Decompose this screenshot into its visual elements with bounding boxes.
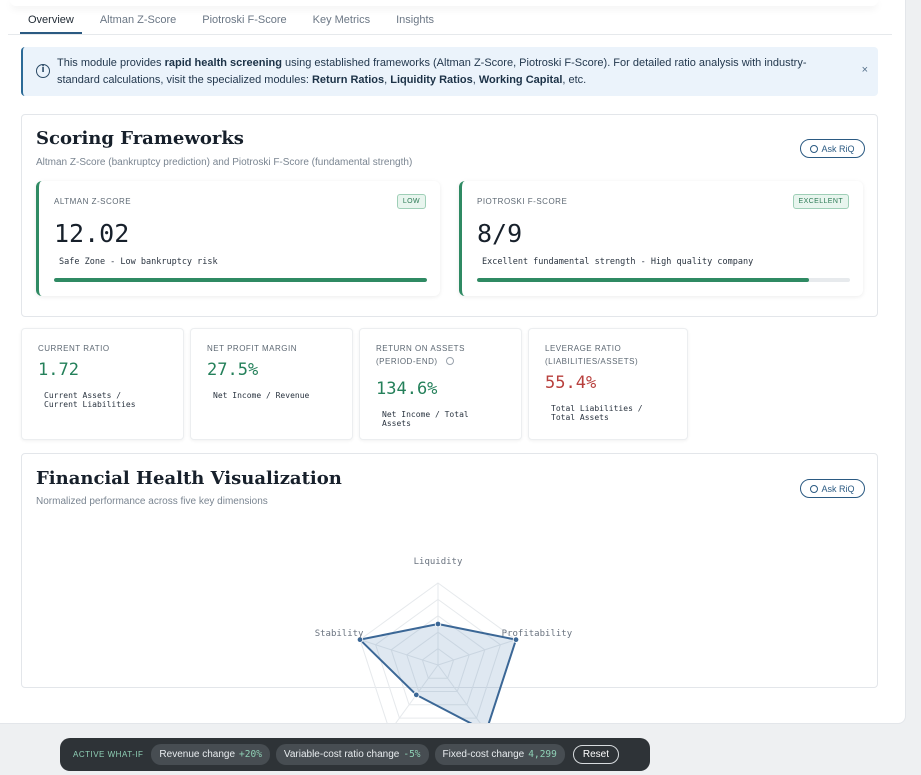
radar-chart: LiquidityProfitabilityEfficiencyLeverage…	[315, 557, 573, 723]
scoring-title: Scoring Frameworks	[36, 128, 244, 149]
metric-value: 1.72	[38, 360, 79, 380]
metric-value: 55.4%	[545, 373, 597, 393]
altman-label: ALTMAN Z-SCORE	[54, 197, 132, 206]
chip-value: 4,299	[528, 749, 557, 760]
header-shadow	[10, 0, 878, 6]
radar-grid-ring	[421, 647, 455, 679]
metric-description: Total Liabilities / Total Assets	[551, 404, 643, 422]
radar-grid	[359, 582, 517, 723]
info-text-part: , etc.	[562, 74, 587, 86]
ask-riq-button[interactable]: Ask RiQ	[800, 479, 865, 498]
metric-value: 134.6%	[376, 379, 438, 399]
chip-name: Variable-cost ratio change	[283, 749, 400, 760]
metric-net-profit-margin: NET PROFIT MARGIN 27.5% Net Income / Rev…	[190, 328, 353, 440]
radar-axis-labels: LiquidityProfitabilityEfficiencyLeverage…	[315, 557, 573, 639]
info-text-part: using established frameworks (Altman Z-S…	[57, 57, 807, 86]
reset-button[interactable]: Reset	[572, 745, 619, 764]
piotroski-progress-track	[477, 278, 850, 282]
chip-variable-cost-ratio-change[interactable]: Variable-cost ratio change -5%	[275, 744, 429, 765]
clock-icon	[810, 144, 819, 153]
ask-riq-button[interactable]: Ask RiQ	[800, 139, 865, 158]
info-text-part: ,	[384, 74, 391, 86]
radar-grid-ring	[406, 631, 470, 693]
metric-label: NET PROFIT MARGIN	[207, 344, 297, 353]
chip-value: +20%	[239, 749, 262, 760]
tab-key-metrics[interactable]: Key Metrics	[312, 14, 371, 26]
close-icon[interactable]: ×	[861, 64, 868, 76]
info-text: This module provides rapid health screen…	[57, 55, 847, 89]
tab-bar: Overview Altman Z-Score Piotroski F-Scor…	[20, 8, 452, 34]
what-if-label: ACTIVE WHAT-IF	[73, 750, 144, 759]
metric-description: Current Assets / Current Liabilities	[44, 391, 136, 409]
tab-divider	[8, 34, 892, 35]
altman-value: 12.02	[54, 219, 130, 248]
metric-label: LEVERAGE RATIO (LIABILITIES/ASSETS)	[545, 344, 639, 366]
altman-score-card: ALTMAN Z-SCORE LOW 12.02 Safe Zone - Low…	[36, 181, 440, 296]
piotroski-score-card: PIOTROSKI F-SCORE EXCELLENT 8/9 Excellen…	[459, 181, 863, 296]
radar-spoke	[395, 664, 439, 723]
radar-spoke	[437, 664, 481, 723]
scoring-subtitle: Altman Z-Score (bankruptcy prediction) a…	[36, 157, 413, 168]
chip-fixed-cost-change[interactable]: Fixed-cost change 4,299	[434, 744, 565, 765]
radar-spoke	[359, 639, 439, 666]
scoring-frameworks-card: Scoring Frameworks Altman Z-Score (bankr…	[21, 114, 878, 317]
radar-grid-ring	[375, 598, 501, 719]
radar-grid-ring	[359, 582, 517, 723]
radar-point-profitability[interactable]	[512, 636, 520, 643]
viz-subtitle: Normalized performance across five key d…	[36, 496, 268, 507]
metric-leverage-ratio: LEVERAGE RATIO (LIABILITIES/ASSETS) 55.4…	[528, 328, 688, 440]
metric-value: 27.5%	[207, 360, 259, 380]
financial-health-card: Financial Health Visualization Normalize…	[21, 453, 878, 688]
piotroski-progress-fill	[477, 278, 809, 282]
piotroski-badge: EXCELLENT	[792, 194, 849, 209]
module-panel: Overview Altman Z-Score Piotroski F-Scor…	[0, 0, 906, 724]
altman-progress-track	[54, 278, 427, 282]
info-emphasis: rapid health screening	[164, 57, 282, 69]
info-circle-icon[interactable]	[446, 357, 454, 365]
metric-label: CURRENT RATIO	[38, 344, 110, 353]
metric-return-on-assets: RETURN ON ASSETS (PERIOD-END) 134.6% Net…	[359, 328, 522, 440]
info-text-part: This module provides	[57, 57, 165, 69]
altman-progress-fill	[54, 278, 427, 282]
what-if-bar: ACTIVE WHAT-IF Revenue change +20% Varia…	[60, 738, 650, 771]
ask-riq-label: Ask RiQ	[821, 483, 855, 494]
radar-label-profitability: Profitability	[502, 629, 573, 639]
radar-series	[356, 620, 520, 723]
info-text-part: ,	[472, 74, 479, 86]
metric-label: RETURN ON ASSETS (PERIOD-END)	[376, 344, 465, 366]
metric-description: Net Income / Revenue	[213, 391, 310, 400]
altman-badge: LOW	[396, 194, 426, 209]
chip-name: Revenue change	[159, 749, 236, 760]
altman-description: Safe Zone - Low bankruptcy risk	[59, 257, 218, 267]
radar-point-stability[interactable]	[356, 636, 364, 643]
chip-name: Fixed-cost change	[442, 749, 525, 760]
radar-area	[357, 622, 518, 723]
radar-point-liquidity[interactable]	[434, 620, 442, 628]
radar-label-liquidity: Liquidity	[414, 557, 463, 567]
metric-current-ratio: CURRENT RATIO 1.72 Current Assets / Curr…	[21, 328, 184, 440]
link-working-capital[interactable]: Working Capital	[478, 74, 563, 86]
viz-title: Financial Health Visualization	[36, 468, 342, 489]
clock-icon	[810, 484, 819, 493]
piotroski-label: PIOTROSKI F-SCORE	[477, 197, 568, 206]
piotroski-description: Excellent fundamental strength - High qu…	[482, 257, 754, 267]
info-icon: i	[36, 64, 50, 78]
chip-revenue-change[interactable]: Revenue change +20%	[151, 744, 270, 765]
tab-insights[interactable]: Insights	[396, 14, 435, 26]
radar-spoke	[437, 639, 517, 666]
radar-grid-ring	[390, 615, 486, 706]
metric-description: Net Income / Total Assets	[382, 410, 469, 428]
piotroski-value: 8/9	[477, 219, 523, 248]
info-banner: i This module provides rapid health scre…	[21, 47, 878, 96]
ask-riq-label: Ask RiQ	[821, 143, 855, 154]
tab-altman-z-score[interactable]: Altman Z-Score	[99, 14, 177, 26]
link-liquidity-ratios[interactable]: Liquidity Ratios	[390, 74, 473, 86]
tab-overview[interactable]: Overview	[20, 8, 82, 34]
radar-point-leverage[interactable]	[413, 691, 420, 699]
radar-label-stability: Stability	[315, 629, 364, 639]
link-return-ratios[interactable]: Return Ratios	[311, 74, 385, 86]
tab-piotroski-f-score[interactable]: Piotroski F-Score	[202, 14, 287, 26]
chip-value: -5%	[403, 749, 421, 760]
